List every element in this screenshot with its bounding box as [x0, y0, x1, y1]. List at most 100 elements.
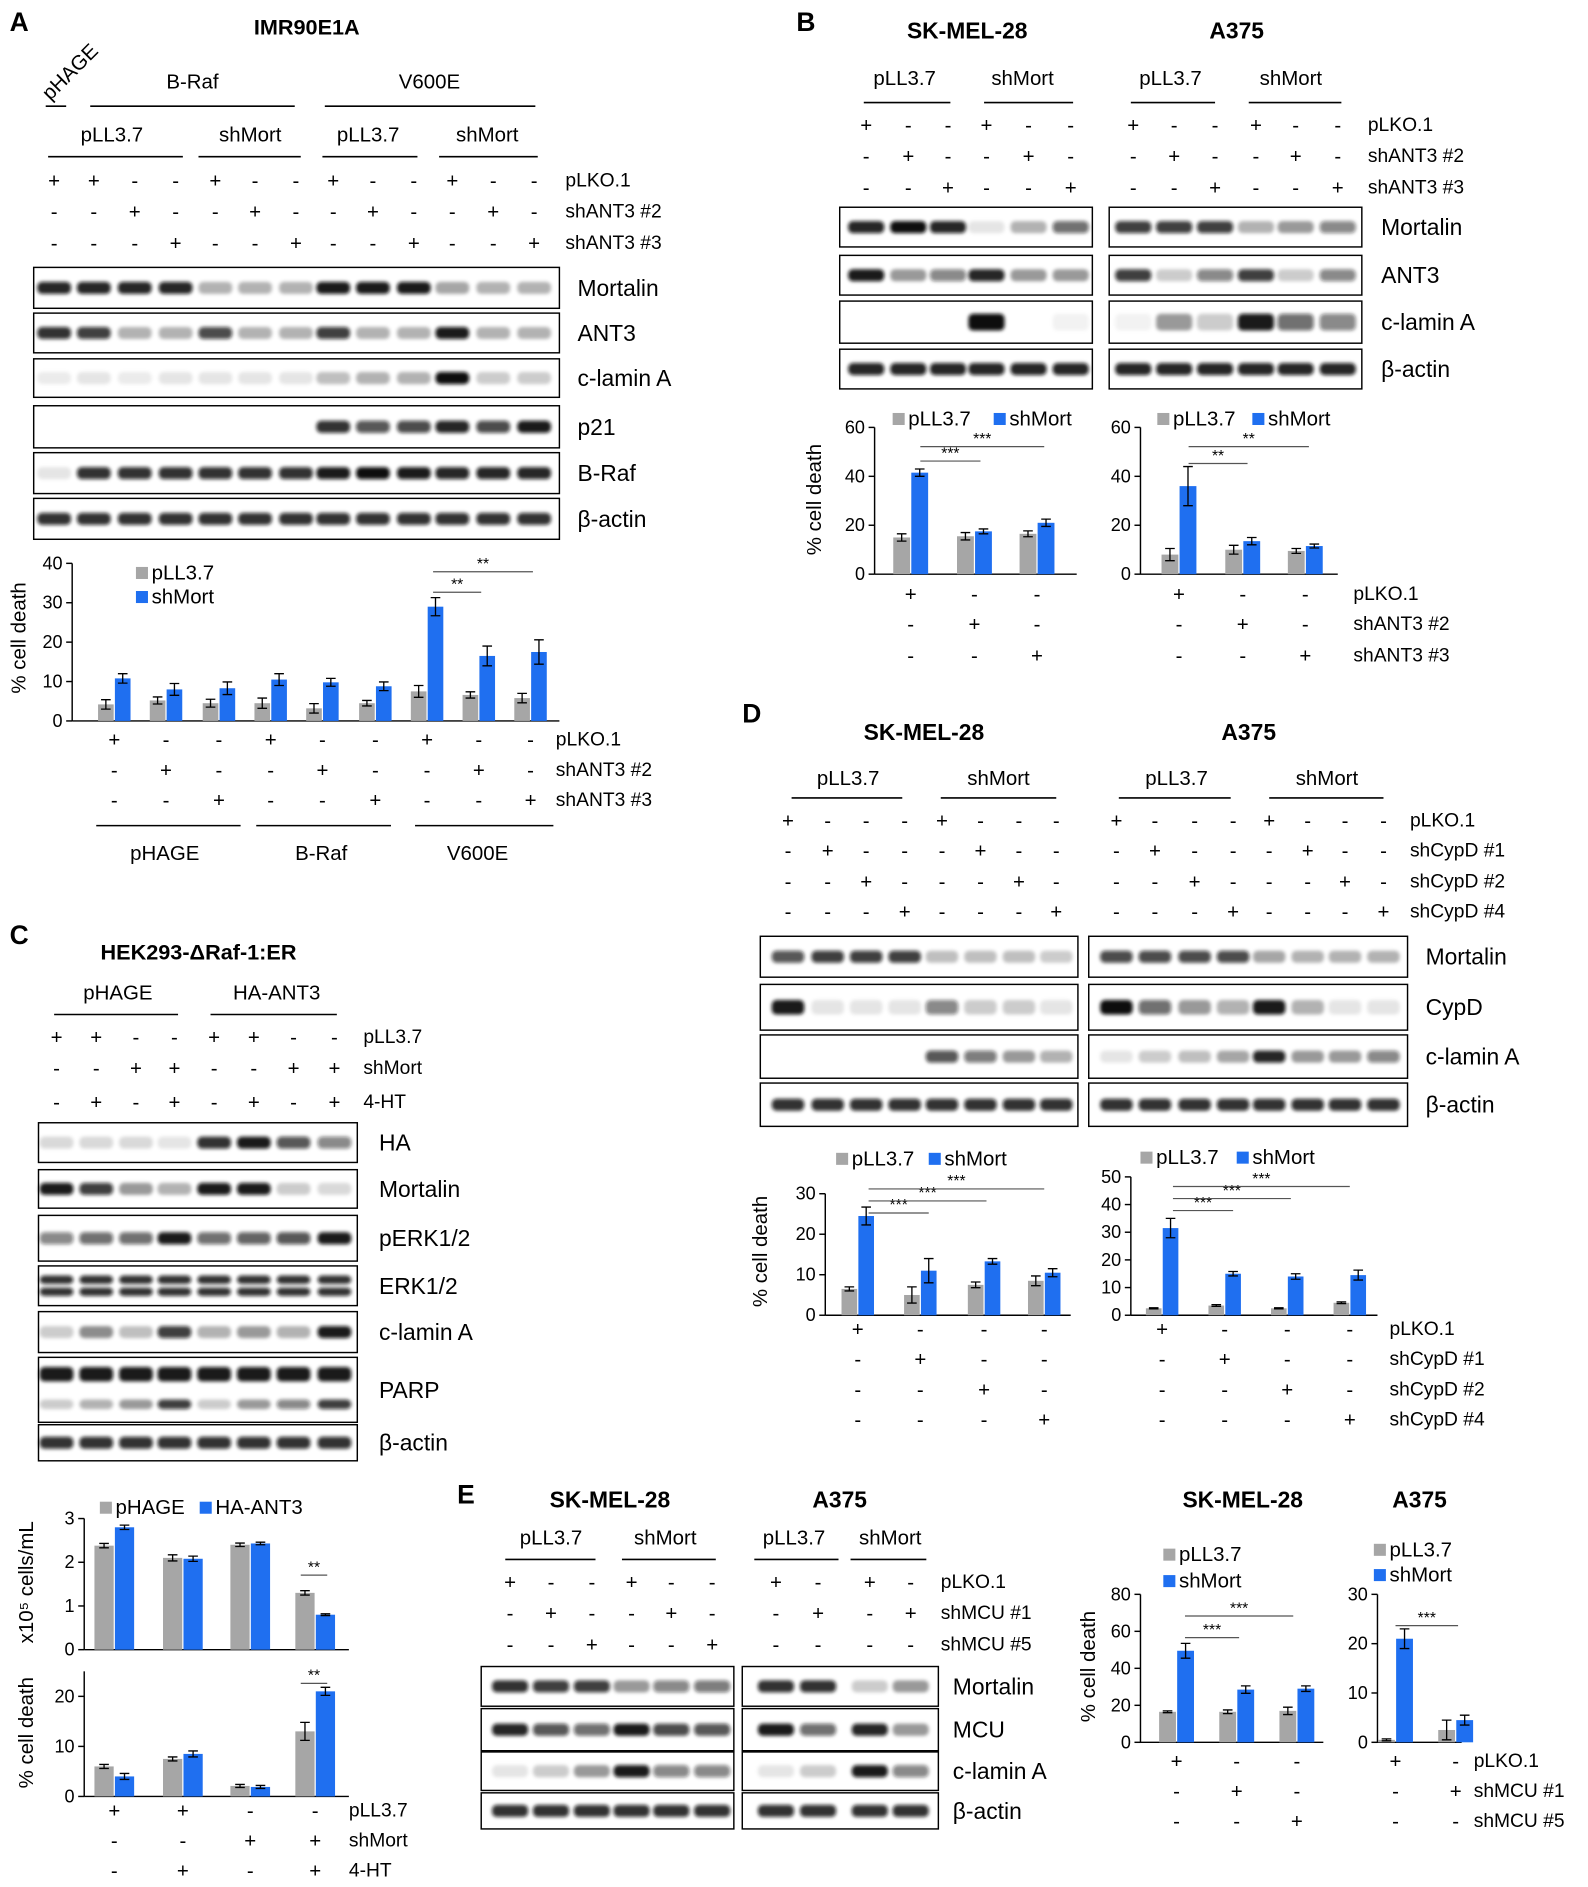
sign: +: [1065, 176, 1077, 199]
group-label: B-Raf: [166, 71, 219, 94]
bar: [462, 694, 479, 721]
y-tick-label: 3: [65, 1509, 75, 1529]
panel-letter: D: [742, 699, 761, 729]
error-bar: [517, 692, 527, 704]
error-bar: [235, 1542, 245, 1548]
bar: [1159, 1711, 1176, 1743]
panel-letter: A: [10, 7, 29, 37]
blot-label: HA: [379, 1130, 411, 1156]
sign: -: [1334, 145, 1341, 168]
row-label: pLKO.1: [1353, 584, 1418, 605]
sign: +: [504, 1571, 516, 1594]
bar: [323, 682, 339, 721]
error-bar: [1274, 1307, 1284, 1310]
band: [964, 1050, 997, 1063]
bar: [1297, 1688, 1315, 1743]
band: [236, 1366, 271, 1382]
error-bar: [861, 1206, 871, 1226]
blot-label: CypD: [1426, 994, 1483, 1020]
band: [279, 512, 313, 525]
band: [157, 1232, 192, 1245]
sign: +: [936, 809, 948, 832]
band: [811, 950, 844, 963]
sign: -: [267, 789, 274, 812]
band: [119, 1287, 153, 1296]
band: [238, 372, 272, 385]
band: [1237, 313, 1275, 331]
band: [532, 1723, 570, 1736]
band: [197, 1366, 231, 1382]
sign: -: [370, 232, 377, 255]
error-bar: [99, 1542, 109, 1549]
band: [771, 1000, 805, 1015]
blot-label: Mortalin: [379, 1176, 460, 1202]
sign: -: [628, 1602, 635, 1625]
band: [771, 950, 805, 963]
sign: -: [824, 809, 831, 832]
sign: -: [1284, 1408, 1291, 1431]
sign: -: [917, 1378, 924, 1401]
error-bar: [326, 677, 336, 687]
sign: +: [1291, 1810, 1303, 1833]
band: [492, 1680, 529, 1693]
error-bar: [413, 684, 424, 698]
error-bar: [1381, 1738, 1392, 1742]
legend-swatch: [99, 1501, 112, 1514]
sign: -: [1171, 114, 1178, 137]
band: [757, 1723, 794, 1736]
band: [848, 363, 885, 376]
sign: -: [212, 232, 219, 255]
group-label: B-Raf: [295, 842, 348, 865]
bar: [183, 1753, 203, 1797]
sign: -: [1025, 114, 1032, 137]
sign: +: [1332, 176, 1344, 199]
band: [397, 372, 431, 385]
bar: [295, 1592, 315, 1650]
bar: [315, 1614, 336, 1650]
band: [1115, 313, 1152, 331]
band: [1156, 221, 1193, 234]
sign: -: [907, 613, 914, 636]
legend-label: pLL3.7: [1179, 1543, 1242, 1566]
band: [1367, 950, 1400, 963]
sign: +: [168, 1091, 180, 1114]
legend-label: shMort: [152, 586, 215, 609]
sign: -: [1152, 901, 1159, 924]
band: [1319, 313, 1356, 331]
band: [1197, 221, 1234, 234]
band: [892, 1723, 929, 1736]
group-label: V600E: [399, 71, 460, 94]
band: [851, 1723, 888, 1736]
band: [532, 1765, 570, 1778]
sign: +: [975, 839, 987, 862]
sign: -: [1293, 1780, 1300, 1803]
sign: -: [668, 1633, 675, 1656]
band: [800, 1765, 837, 1778]
sign: -: [1113, 901, 1120, 924]
error-bar: [907, 1286, 917, 1304]
legend-label: pLL3.7: [852, 1147, 915, 1170]
band: [771, 1098, 805, 1111]
sign: -: [1304, 871, 1311, 894]
band: [849, 950, 883, 963]
band: [1178, 950, 1211, 963]
group-label: HA-ANT3: [233, 981, 320, 1004]
sign: -: [863, 145, 870, 168]
sign: -: [163, 789, 170, 812]
sign: -: [939, 839, 946, 862]
sign: -: [901, 809, 908, 832]
row-label: pLKO.1: [1410, 810, 1475, 831]
band: [238, 326, 272, 339]
error-bar: [205, 698, 216, 708]
band: [316, 281, 351, 294]
band: [800, 1723, 837, 1736]
sign: -: [290, 1026, 297, 1049]
sign: -: [131, 232, 138, 255]
sign: +: [1219, 1348, 1231, 1371]
bar: [893, 537, 911, 575]
sign: +: [860, 871, 872, 894]
band: [117, 467, 152, 480]
y-tick-label: 20: [42, 632, 62, 652]
sign: +: [1281, 1378, 1293, 1401]
